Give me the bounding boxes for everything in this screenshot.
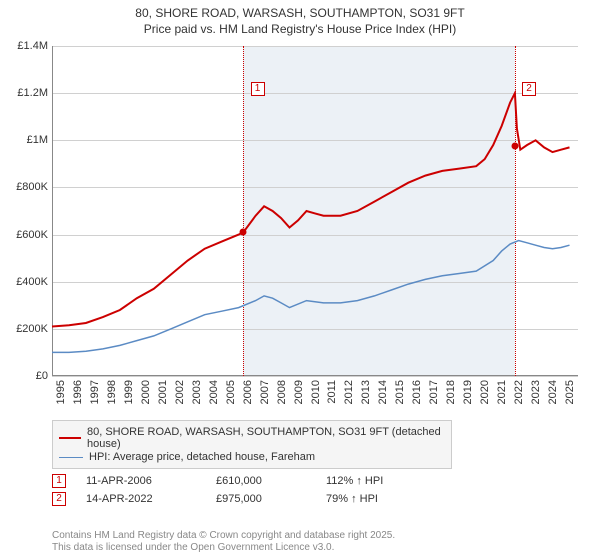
legend-swatch-hpi (59, 457, 83, 458)
y-axis-label: £1.2M (0, 87, 48, 99)
legend-row: 80, SHORE ROAD, WARSASH, SOUTHAMPTON, SO… (59, 426, 445, 450)
chart-svg (52, 46, 578, 376)
y-axis-label: £200K (0, 323, 48, 335)
x-axis-label: 2009 (293, 380, 305, 404)
event-hpi: 112% ↑ HPI (326, 475, 446, 487)
x-axis-label: 2010 (310, 380, 322, 404)
x-axis-label: 1997 (89, 380, 101, 404)
title-line-2: Price paid vs. HM Land Registry's House … (0, 22, 600, 38)
footer: Contains HM Land Registry data © Crown c… (52, 530, 395, 554)
x-axis-label: 2025 (564, 380, 576, 404)
event-badge-2: 2 (52, 492, 66, 506)
event-date: 11-APR-2006 (86, 475, 216, 487)
x-axis-label: 2007 (259, 380, 271, 404)
x-axis-label: 1998 (106, 380, 118, 404)
event-price: £610,000 (216, 475, 326, 487)
x-axis-label: 1996 (72, 380, 84, 404)
x-axis-label: 2006 (242, 380, 254, 404)
legend-label-hpi: HPI: Average price, detached house, Fare… (89, 451, 315, 463)
title-line-1: 80, SHORE ROAD, WARSASH, SOUTHAMPTON, SO… (0, 6, 600, 22)
event-date: 14-APR-2022 (86, 493, 216, 505)
footer-line-2: This data is licensed under the Open Gov… (52, 542, 395, 554)
x-axis-label: 2004 (208, 380, 220, 404)
event-row: 1 11-APR-2006 £610,000 112% ↑ HPI (52, 474, 552, 488)
events-table: 1 11-APR-2006 £610,000 112% ↑ HPI 2 14-A… (52, 470, 552, 510)
x-axis-label: 2020 (479, 380, 491, 404)
x-axis-label: 2024 (547, 380, 559, 404)
y-axis-label: £1M (0, 134, 48, 146)
x-axis-label: 2012 (343, 380, 355, 404)
x-axis-label: 2011 (326, 380, 338, 404)
x-axis-label: 2002 (174, 380, 186, 404)
gridline (52, 376, 578, 377)
x-axis-label: 2003 (191, 380, 203, 404)
x-axis-label: 2014 (377, 380, 389, 404)
series-hpi (52, 241, 570, 353)
y-axis-label: £0 (0, 370, 48, 382)
y-axis-label: £600K (0, 229, 48, 241)
x-axis-label: 2005 (225, 380, 237, 404)
x-axis-label: 2001 (157, 380, 169, 404)
event-badge-1: 1 (52, 474, 66, 488)
x-axis-label: 2021 (496, 380, 508, 404)
footer-line-1: Contains HM Land Registry data © Crown c… (52, 530, 395, 542)
y-axis-label: £800K (0, 181, 48, 193)
legend: 80, SHORE ROAD, WARSASH, SOUTHAMPTON, SO… (52, 420, 452, 469)
event-hpi: 79% ↑ HPI (326, 493, 446, 505)
x-axis-label: 2017 (428, 380, 440, 404)
x-axis-label: 2008 (276, 380, 288, 404)
x-axis-label: 2023 (530, 380, 542, 404)
series-property (52, 93, 570, 326)
event-price: £975,000 (216, 493, 326, 505)
legend-row: HPI: Average price, detached house, Fare… (59, 451, 445, 463)
y-axis-label: £400K (0, 276, 48, 288)
x-axis-label: 2013 (360, 380, 372, 404)
x-axis-label: 2018 (445, 380, 457, 404)
title-block: 80, SHORE ROAD, WARSASH, SOUTHAMPTON, SO… (0, 0, 600, 41)
x-axis-label: 2015 (394, 380, 406, 404)
chart-container: 80, SHORE ROAD, WARSASH, SOUTHAMPTON, SO… (0, 0, 600, 560)
x-axis-label: 1995 (55, 380, 67, 404)
x-axis-label: 2016 (411, 380, 423, 404)
chart-area: 12 £0£200K£400K£600K£800K£1M£1.2M£1.4M19… (52, 46, 578, 376)
x-axis-label: 2019 (462, 380, 474, 404)
x-axis-label: 1999 (123, 380, 135, 404)
x-axis-label: 2022 (513, 380, 525, 404)
x-axis-label: 2000 (140, 380, 152, 404)
legend-label-property: 80, SHORE ROAD, WARSASH, SOUTHAMPTON, SO… (87, 426, 445, 450)
y-axis-label: £1.4M (0, 40, 48, 52)
event-row: 2 14-APR-2022 £975,000 79% ↑ HPI (52, 492, 552, 506)
legend-swatch-property (59, 437, 81, 439)
